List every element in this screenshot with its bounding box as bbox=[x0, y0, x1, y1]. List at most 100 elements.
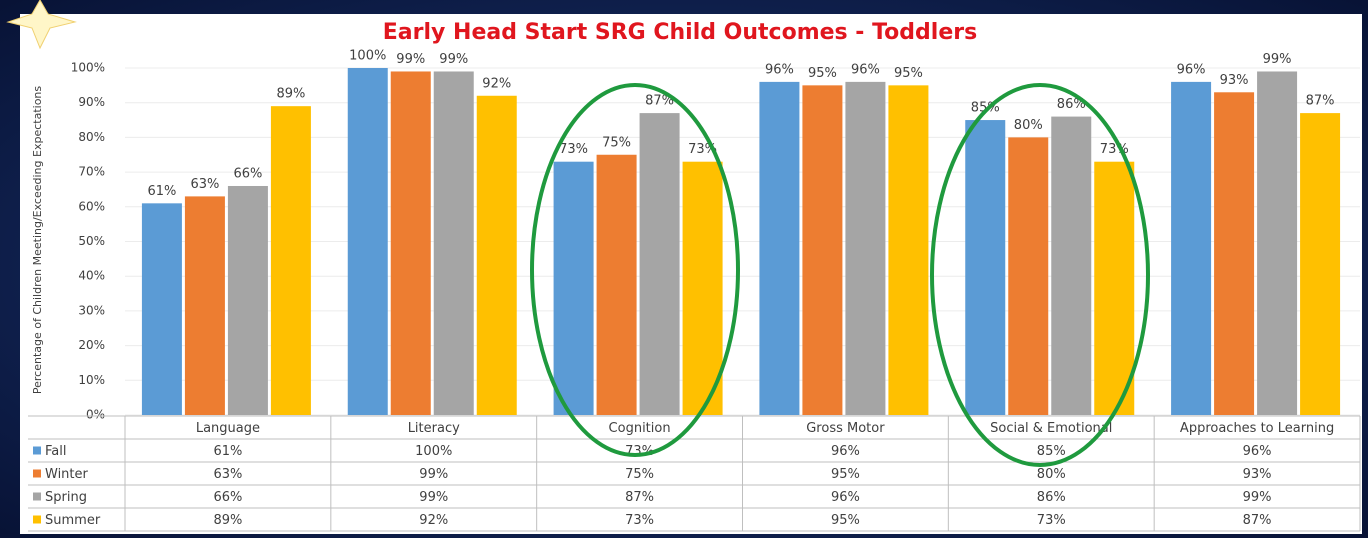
table-cell: 99% bbox=[419, 490, 448, 505]
bar bbox=[1257, 71, 1298, 415]
table-cell: 66% bbox=[213, 490, 242, 505]
bar bbox=[433, 71, 474, 415]
bar bbox=[270, 106, 311, 416]
data-label: 63% bbox=[190, 177, 219, 192]
data-label: 75% bbox=[602, 135, 631, 150]
data-label: 86% bbox=[1057, 97, 1086, 112]
x-tick-label: Literacy bbox=[408, 421, 460, 436]
chart-title: Early Head Start SRG Child Outcomes - To… bbox=[383, 20, 977, 45]
star bbox=[6, 0, 77, 50]
data-label: 95% bbox=[894, 66, 923, 81]
x-tick-label: Gross Motor bbox=[806, 421, 885, 436]
bar bbox=[1008, 137, 1049, 415]
table-cell: 87% bbox=[1243, 513, 1272, 528]
data-label: 100% bbox=[349, 49, 386, 64]
table-cell: 89% bbox=[213, 513, 242, 528]
data-label: 87% bbox=[645, 94, 674, 109]
data-label: 87% bbox=[1306, 94, 1335, 109]
table-cell: 86% bbox=[1037, 490, 1066, 505]
table-cell: 63% bbox=[213, 467, 242, 482]
highlight-ellipse bbox=[530, 83, 740, 457]
x-tick-label: Social & Emotional bbox=[990, 421, 1112, 436]
data-label: 99% bbox=[1263, 52, 1292, 67]
y-tick-label: 100% bbox=[71, 61, 105, 75]
table-cell: 95% bbox=[831, 467, 860, 482]
table-cell: 96% bbox=[1243, 444, 1272, 459]
y-tick-label: 10% bbox=[78, 373, 105, 387]
bar bbox=[639, 113, 680, 416]
bar bbox=[845, 81, 886, 415]
y-tick-label: 50% bbox=[78, 234, 105, 248]
table-cell: 85% bbox=[1037, 444, 1066, 459]
bar bbox=[347, 68, 388, 415]
y-tick-label: 30% bbox=[78, 303, 105, 317]
data-label: 96% bbox=[1177, 62, 1206, 77]
bar bbox=[1171, 81, 1212, 415]
bar bbox=[184, 196, 225, 415]
bar bbox=[476, 95, 517, 415]
data-label: 99% bbox=[439, 52, 468, 67]
data-label: 80% bbox=[1014, 118, 1043, 133]
table-cell: 99% bbox=[1243, 490, 1272, 505]
table-cell: 96% bbox=[831, 490, 860, 505]
table-cell: 92% bbox=[419, 513, 448, 528]
bar bbox=[1051, 116, 1092, 415]
data-label: 92% bbox=[482, 76, 511, 91]
bar bbox=[965, 120, 1006, 416]
x-tick-label: Approaches to Learning bbox=[1180, 421, 1334, 436]
data-label: 73% bbox=[559, 142, 588, 157]
legend-swatch bbox=[33, 446, 41, 455]
bar bbox=[1300, 113, 1341, 416]
data-label: 89% bbox=[276, 87, 305, 102]
bar bbox=[141, 203, 182, 415]
bar bbox=[227, 185, 268, 415]
data-label: 96% bbox=[851, 62, 880, 77]
bar bbox=[759, 81, 800, 415]
legend-swatch bbox=[33, 469, 41, 478]
table-cell: 100% bbox=[415, 444, 452, 459]
table-cell: 93% bbox=[1243, 467, 1272, 482]
y-tick-label: 40% bbox=[78, 269, 105, 283]
data-label: 99% bbox=[396, 52, 425, 67]
bar bbox=[596, 154, 637, 415]
plot: 0% 10% 20% 30% 40% 50% 60% 70% 80% 90% 100% Languag… bbox=[28, 49, 1361, 532]
bar bbox=[1094, 161, 1135, 415]
data-label: 93% bbox=[1220, 73, 1249, 88]
y-axis-label: Percentage of Children Meeting/Exceeding… bbox=[31, 86, 44, 395]
bar bbox=[553, 161, 594, 415]
bar bbox=[390, 71, 431, 415]
bar bbox=[1214, 92, 1255, 415]
y-tick-label: 0% bbox=[86, 408, 105, 422]
x-tick-label: Language bbox=[196, 421, 260, 436]
bar bbox=[888, 85, 929, 415]
x-tick-label: Cognition bbox=[609, 421, 671, 436]
data-label: 66% bbox=[233, 166, 262, 181]
legend-swatch bbox=[33, 515, 41, 524]
table-cell: 73% bbox=[1037, 513, 1066, 528]
y-tick-label: 90% bbox=[78, 95, 105, 109]
highlight-ellipse bbox=[930, 83, 1150, 467]
table-cell: 80% bbox=[1037, 467, 1066, 482]
y-tick-label: 20% bbox=[78, 338, 105, 352]
table-cell: 95% bbox=[831, 513, 860, 528]
legend-label: Spring bbox=[45, 490, 87, 505]
table-cell: 61% bbox=[213, 444, 242, 459]
table-cell: 75% bbox=[625, 467, 654, 482]
data-label: 95% bbox=[808, 66, 837, 81]
table-cell: 87% bbox=[625, 490, 654, 505]
legend-label: Summer bbox=[45, 513, 101, 528]
table-cell: 96% bbox=[831, 444, 860, 459]
legend-label: Fall bbox=[45, 444, 66, 459]
y-tick-label: 80% bbox=[78, 130, 105, 144]
table-cell: 99% bbox=[419, 467, 448, 482]
legend-swatch bbox=[33, 492, 41, 501]
bar bbox=[802, 85, 843, 415]
bar bbox=[682, 161, 723, 415]
data-label: 96% bbox=[765, 62, 794, 77]
data-label: 61% bbox=[147, 184, 176, 199]
table-cell: 73% bbox=[625, 513, 654, 528]
y-tick-label: 70% bbox=[78, 165, 105, 179]
legend-label: Winter bbox=[45, 467, 89, 482]
